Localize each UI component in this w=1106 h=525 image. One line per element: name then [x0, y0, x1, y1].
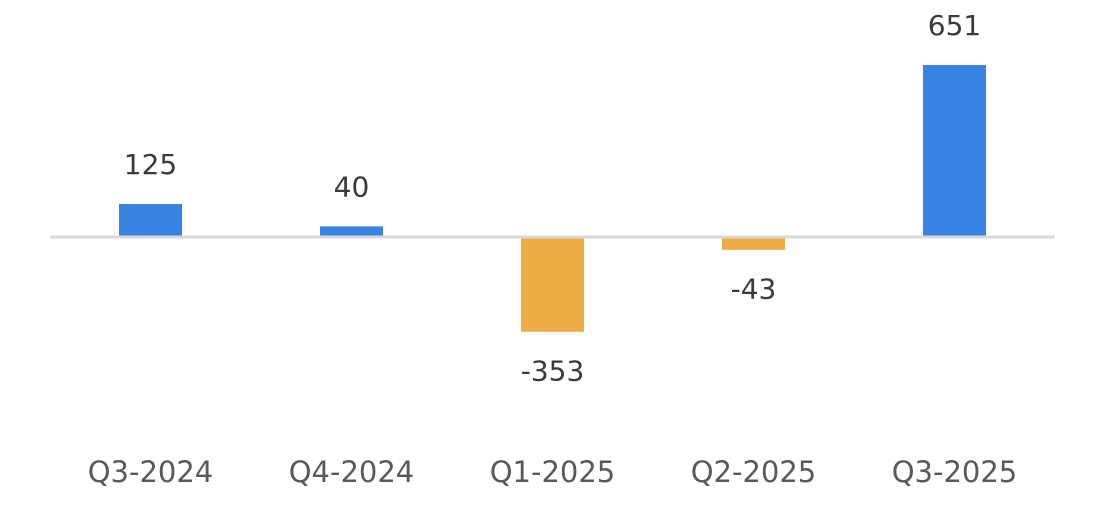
- bar-q3-2025: [923, 65, 986, 236]
- data-label-q2-2025: -43: [731, 272, 777, 305]
- x-tick-q3-2025: Q3-2025: [892, 455, 1018, 489]
- bar-q4-2024: [320, 226, 383, 236]
- x-tick-q2-2025: Q2-2025: [691, 455, 817, 489]
- data-label-q1-2025: -353: [521, 354, 585, 387]
- x-axis-tick-labels: Q3-2024 Q4-2024 Q1-2025 Q2-2025 Q3-2025: [88, 455, 1018, 489]
- data-label-q3-2024: 125: [124, 148, 177, 181]
- bar-q3-2024: [119, 204, 182, 236]
- x-tick-q4-2024: Q4-2024: [289, 455, 415, 489]
- data-label-q4-2024: 40: [334, 170, 370, 203]
- x-tick-q3-2024: Q3-2024: [88, 455, 214, 489]
- data-label-q3-2025: 651: [928, 9, 981, 42]
- x-tick-q1-2025: Q1-2025: [490, 455, 616, 489]
- bars-group: [119, 65, 986, 332]
- bar-q2-2025: [722, 238, 785, 250]
- bar-q1-2025: [521, 238, 584, 332]
- data-labels-group: 125 40 -353 -43 651: [124, 9, 981, 387]
